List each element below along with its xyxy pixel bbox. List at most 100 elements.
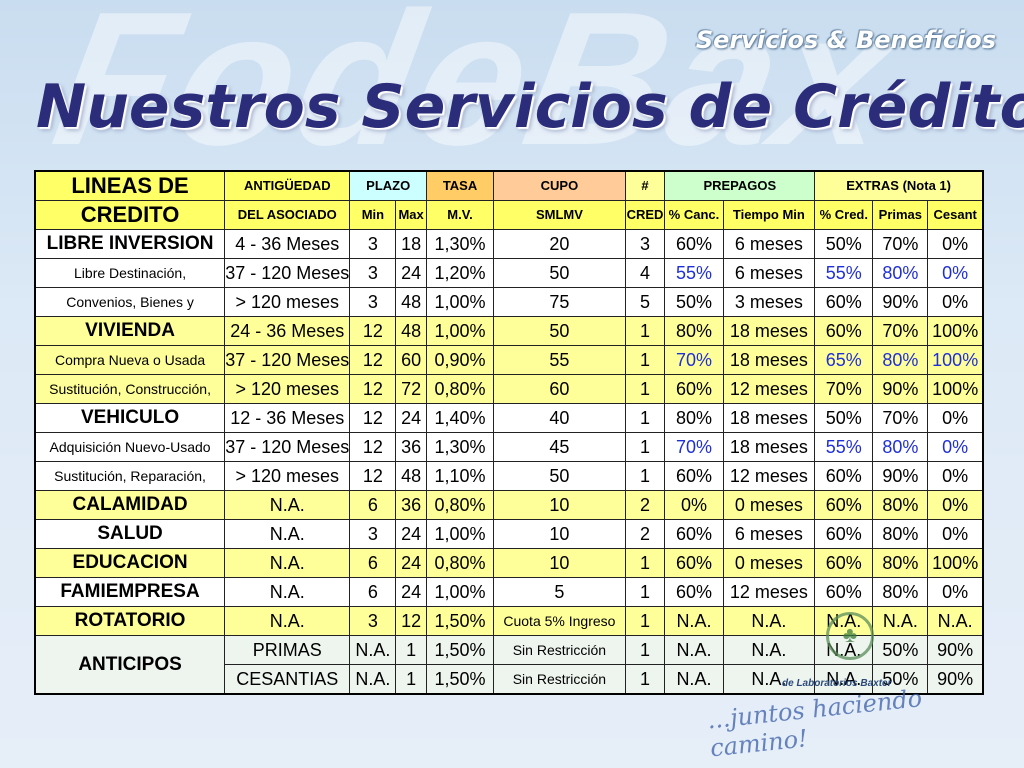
cell-tiempo: 18 meses bbox=[722, 316, 816, 346]
credit-lines-table: LINEAS DE ANTIGÜEDAD PLAZO TASA CUPO # P… bbox=[34, 170, 984, 695]
row-name: ROTATORIO bbox=[34, 606, 226, 636]
cell-primas: 90% bbox=[872, 287, 929, 317]
cell-num: 1 bbox=[624, 316, 666, 346]
cell-cesant: 0% bbox=[927, 229, 984, 259]
cell-min: N.A. bbox=[349, 635, 397, 665]
header-plazo: PLAZO bbox=[349, 170, 427, 201]
cell-cupo: Sin Restricción bbox=[493, 664, 626, 695]
header-cupo: CUPO bbox=[493, 170, 626, 201]
header-tasa: TASA bbox=[425, 170, 495, 201]
cell-cred: 60% bbox=[814, 316, 874, 346]
cell-antiguedad: N.A. bbox=[224, 606, 351, 636]
cell-cesant: 0% bbox=[927, 490, 984, 520]
cell-cesant: 0% bbox=[927, 519, 984, 549]
cell-tasa: 0,80% bbox=[425, 374, 495, 404]
cell-cupo: 55 bbox=[493, 345, 626, 375]
cell-cupo: 45 bbox=[493, 432, 626, 462]
cell-cesant: 100% bbox=[927, 345, 984, 375]
cell-num: 1 bbox=[624, 374, 666, 404]
cell-tasa: 1,50% bbox=[425, 664, 495, 695]
cell-tiempo: 0 meses bbox=[722, 490, 816, 520]
cell-cesant: 100% bbox=[927, 316, 984, 346]
header-extras: EXTRAS (Nota 1) bbox=[814, 170, 984, 201]
cell-num: 1 bbox=[624, 577, 666, 607]
header-credito: CREDITO bbox=[34, 200, 226, 230]
table-row: LIBRE INVERSION 4 - 36 Meses 3 18 1,30% … bbox=[34, 229, 984, 259]
cell-num: 1 bbox=[624, 403, 666, 433]
cell-antiguedad: N.A. bbox=[224, 548, 351, 578]
cell-canc: 60% bbox=[664, 374, 724, 404]
cell-cupo: 75 bbox=[493, 287, 626, 317]
cell-cupo: 10 bbox=[493, 519, 626, 549]
cell-primas: N.A. bbox=[872, 606, 929, 636]
table-row: Convenios, Bienes y > 120 meses 3 48 1,0… bbox=[34, 287, 984, 317]
cell-min: 12 bbox=[349, 403, 397, 433]
cell-cesant: N.A. bbox=[927, 606, 984, 636]
cell-tasa: 1,40% bbox=[425, 403, 495, 433]
header-lineas: LINEAS DE bbox=[34, 170, 226, 201]
cell-max: 12 bbox=[395, 606, 427, 636]
cell-tiempo: 18 meses bbox=[722, 345, 816, 375]
table-row: SALUD N.A. 3 24 1,00% 10 2 60% 6 meses 6… bbox=[34, 519, 984, 549]
cell-cesant: 0% bbox=[927, 432, 984, 462]
cell-primas: 80% bbox=[872, 519, 929, 549]
cell-max: 24 bbox=[395, 519, 427, 549]
cell-antiguedad: PRIMAS bbox=[224, 635, 351, 665]
table-row: FAMIEMPRESA N.A. 6 24 1,00% 5 1 60% 12 m… bbox=[34, 577, 984, 607]
cell-max: 24 bbox=[395, 577, 427, 607]
cell-tiempo: 3 meses bbox=[722, 287, 816, 317]
cell-cred: 60% bbox=[814, 461, 874, 491]
cell-tasa: 1,00% bbox=[425, 577, 495, 607]
cell-cred: 55% bbox=[814, 432, 874, 462]
cell-canc: 60% bbox=[664, 548, 724, 578]
table-row: CALAMIDAD N.A. 6 36 0,80% 10 2 0% 0 mese… bbox=[34, 490, 984, 520]
cell-num: 1 bbox=[624, 635, 666, 665]
cell-cupo: 50 bbox=[493, 316, 626, 346]
page-title: Nuestros Servicios de Crédito bbox=[36, 72, 1024, 142]
cell-canc: 60% bbox=[664, 519, 724, 549]
cell-tasa: 1,00% bbox=[425, 316, 495, 346]
cell-num: 1 bbox=[624, 606, 666, 636]
cell-min: 6 bbox=[349, 548, 397, 578]
cell-primas: 50% bbox=[872, 664, 929, 695]
cell-primas: 80% bbox=[872, 548, 929, 578]
cell-tiempo: 12 meses bbox=[722, 577, 816, 607]
header-max: Max bbox=[395, 200, 427, 230]
cell-max: 24 bbox=[395, 548, 427, 578]
header-cesant: Cesant bbox=[927, 200, 984, 230]
cell-num: 2 bbox=[624, 490, 666, 520]
cell-primas: 80% bbox=[872, 432, 929, 462]
cell-num: 1 bbox=[624, 461, 666, 491]
baxter-logo-icon: ♣ bbox=[826, 612, 874, 660]
cell-tiempo: 0 meses bbox=[722, 548, 816, 578]
cell-cupo: 10 bbox=[493, 490, 626, 520]
header-pct-cred: % Cred. bbox=[814, 200, 874, 230]
cell-cesant: 0% bbox=[927, 287, 984, 317]
row-name: FAMIEMPRESA bbox=[34, 577, 226, 607]
cell-cupo: 40 bbox=[493, 403, 626, 433]
cell-tasa: 1,00% bbox=[425, 287, 495, 317]
header-canc: % Canc. bbox=[664, 200, 724, 230]
table-row: EDUCACION N.A. 6 24 0,80% 10 1 60% 0 mes… bbox=[34, 548, 984, 578]
cell-canc: 60% bbox=[664, 577, 724, 607]
cell-num: 1 bbox=[624, 664, 666, 695]
cell-max: 24 bbox=[395, 403, 427, 433]
cell-tasa: 1,30% bbox=[425, 229, 495, 259]
cell-num: 4 bbox=[624, 258, 666, 288]
cell-canc: 80% bbox=[664, 403, 724, 433]
cell-canc: N.A. bbox=[664, 635, 724, 665]
table-row: ANTICIPOS PRIMAS N.A. 1 1,50% Sin Restri… bbox=[34, 635, 984, 695]
cell-antiguedad: N.A. bbox=[224, 490, 351, 520]
cell-cesant: 90% bbox=[927, 635, 984, 665]
cell-max: 48 bbox=[395, 287, 427, 317]
header-cred: CRED bbox=[624, 200, 666, 230]
table-row: Sustitución, Reparación, > 120 meses 12 … bbox=[34, 461, 984, 491]
cell-min: 12 bbox=[349, 432, 397, 462]
cell-min: 6 bbox=[349, 577, 397, 607]
row-name: Sustitución, Construcción, bbox=[34, 374, 226, 404]
cell-primas: 80% bbox=[872, 490, 929, 520]
cell-antiguedad: 24 - 36 Meses bbox=[224, 316, 351, 346]
cell-min: 3 bbox=[349, 519, 397, 549]
cell-num: 1 bbox=[624, 432, 666, 462]
cell-canc: 60% bbox=[664, 461, 724, 491]
